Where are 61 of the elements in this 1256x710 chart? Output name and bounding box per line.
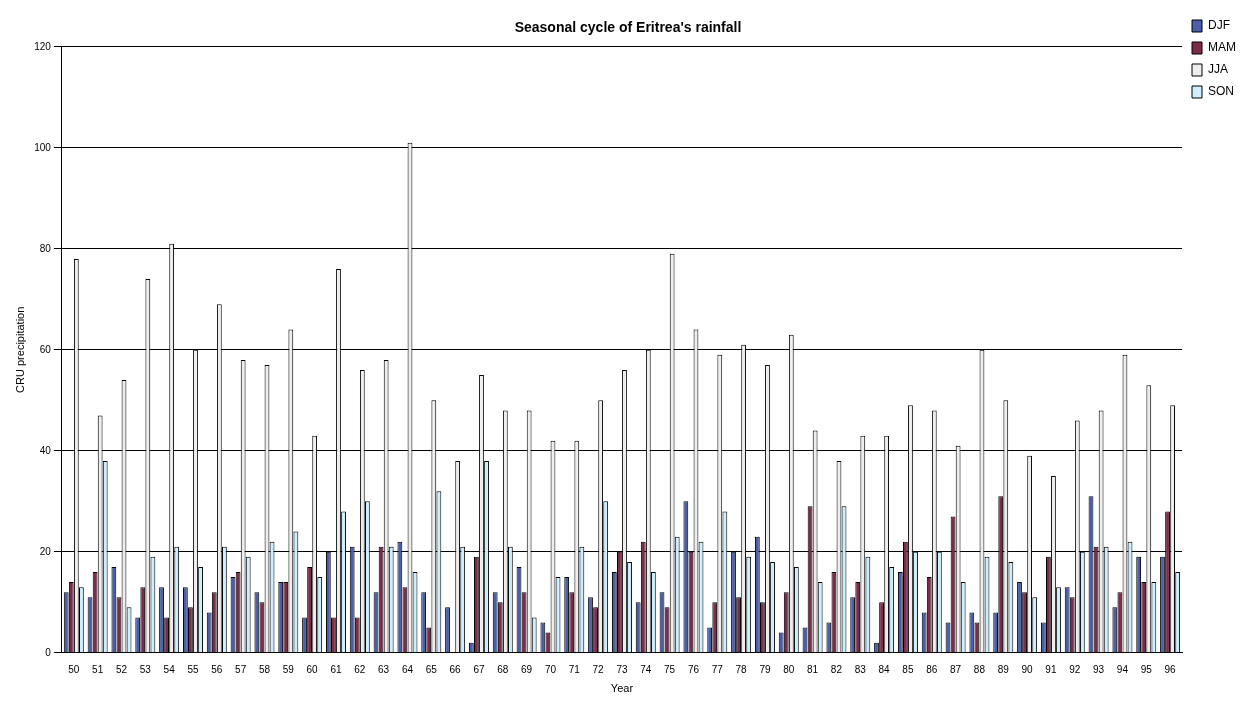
x-tick-label: 81	[807, 663, 819, 675]
y-tick-label: 120	[34, 40, 52, 52]
x-tick-label: 84	[878, 663, 891, 675]
x-axis-title: Year	[610, 682, 634, 695]
legend-label: SON	[1208, 84, 1235, 99]
x-tick-label: 52	[115, 663, 128, 675]
y-tick-label: 40	[39, 444, 52, 456]
x-tick-label: 73	[616, 663, 628, 675]
x-tick-label: 61	[330, 663, 342, 675]
x-tick-label: 59	[282, 663, 295, 675]
x-tick-label: 85	[902, 663, 914, 675]
x-tick-label: 72	[592, 663, 605, 675]
x-tick-label: 92	[1069, 663, 1081, 675]
x-tick-label: 55	[187, 663, 199, 675]
x-tick-label: 62	[354, 663, 366, 675]
legend-label: JJA	[1208, 62, 1229, 77]
chart-title: Seasonal cycle of Eritrea's rainfall	[514, 19, 742, 36]
x-tick-label: 95	[1140, 663, 1153, 675]
x-tick-label: 78	[735, 663, 748, 675]
x-tick-label: 64	[401, 663, 414, 675]
x-tick-label: 75	[664, 663, 676, 675]
x-tick-label: 65	[425, 663, 438, 675]
x-tick-label: 53	[139, 663, 152, 675]
x-tick-label: 63	[378, 663, 390, 675]
x-tick-label: 87	[950, 663, 962, 675]
x-tick-label: 70	[544, 663, 557, 675]
x-tick-label: 89	[997, 663, 1010, 675]
x-tick-label: 80	[783, 663, 795, 675]
x-tick-label: 58	[258, 663, 271, 675]
x-tick-label: 76	[687, 663, 700, 675]
x-tick-label: 88	[973, 663, 986, 675]
y-tick-label: 20	[39, 545, 52, 557]
y-tick-label: 0	[45, 646, 52, 658]
x-tick-label: 54	[163, 663, 176, 675]
x-tick-label: 83	[854, 663, 867, 675]
x-tick-label: 51	[92, 663, 104, 675]
x-tick-label: 71	[568, 663, 581, 675]
x-tick-label: 66	[449, 663, 462, 675]
x-tick-label: 79	[759, 663, 771, 675]
y-tick-label: 80	[39, 242, 52, 254]
x-tick-label: 57	[235, 663, 247, 675]
x-tick-label: 93	[1093, 663, 1105, 675]
y-axis-title: CRU precipitation	[13, 306, 26, 393]
x-tick-label: 68	[497, 663, 509, 675]
x-tick-label: 50	[68, 663, 80, 675]
x-tick-label: 77	[711, 663, 724, 675]
x-tick-label: 69	[521, 663, 533, 675]
x-tick-label: 91	[1045, 663, 1057, 675]
x-tick-label: 74	[640, 663, 652, 675]
x-tick-label: 96	[1164, 663, 1177, 675]
x-tick-label: 94	[1116, 663, 1129, 675]
x-tick-label: 60	[306, 663, 319, 675]
x-tick-label: 90	[1021, 663, 1034, 675]
x-tick-label: 82	[830, 663, 843, 675]
x-tick-label: 86	[926, 663, 938, 675]
y-tick-label: 60	[39, 343, 52, 355]
legend-label: MAM	[1208, 40, 1236, 55]
x-tick-label: 67	[473, 663, 485, 675]
legend-label: DJF	[1208, 18, 1230, 33]
y-tick-label: 100	[34, 141, 52, 153]
x-tick-label: 56	[211, 663, 223, 675]
